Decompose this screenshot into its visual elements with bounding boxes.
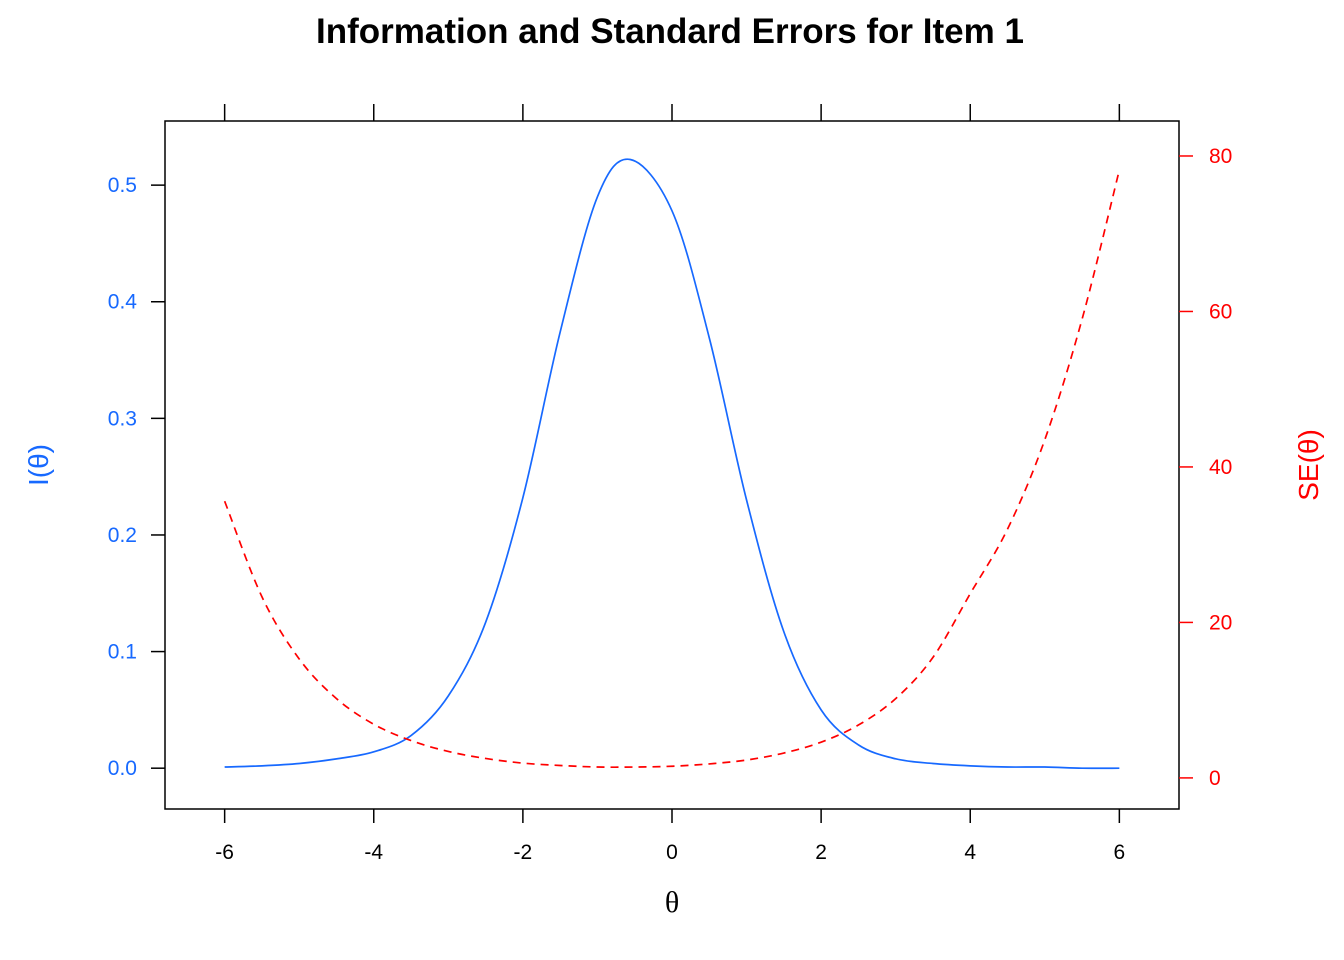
y-left-tick-label: 0.1 xyxy=(108,641,137,664)
x-tick-label: 2 xyxy=(815,841,827,864)
x-tick-label: 6 xyxy=(1114,841,1126,864)
chart-title: Information and Standard Errors for Item… xyxy=(316,12,1024,51)
se-curve xyxy=(223,169,1121,769)
x-tick-label: 4 xyxy=(964,841,976,864)
y-right-tick-label: 0 xyxy=(1209,767,1221,790)
y-axis-right-label: SE(θ) xyxy=(1293,429,1324,501)
x-tick-label: 0 xyxy=(666,841,678,864)
y-axis-right: 0 20 40 60 80 xyxy=(1179,145,1232,790)
y-axis-left-label: I(θ) xyxy=(23,444,54,486)
y-right-tick-label: 60 xyxy=(1209,300,1232,323)
y-left-tick-label: 0.5 xyxy=(108,174,137,197)
y-left-tick-label: 0.3 xyxy=(108,407,137,430)
y-right-tick-label: 40 xyxy=(1209,456,1232,479)
x-axis-top xyxy=(223,104,1121,121)
x-tick-label: -6 xyxy=(215,841,234,864)
y-right-tick-label: 80 xyxy=(1209,145,1232,168)
plot-frame xyxy=(164,120,1180,810)
series-layer xyxy=(223,158,1121,770)
information-curve xyxy=(224,158,1120,770)
y-right-tick-label: 20 xyxy=(1209,611,1232,634)
y-left-tick-label: 0.0 xyxy=(108,757,137,780)
x-axis-label: θ xyxy=(665,886,679,919)
y-axis-left: 0.0 0.1 0.2 0.3 0.4 0.5 xyxy=(108,174,165,780)
x-tick-label: -4 xyxy=(364,841,383,864)
y-left-tick-label: 0.2 xyxy=(108,524,137,547)
x-tick-label: -2 xyxy=(514,841,533,864)
x-axis-bottom: -6 -4 -2 0 2 4 6 xyxy=(215,809,1125,864)
y-left-tick-label: 0.4 xyxy=(108,291,138,314)
